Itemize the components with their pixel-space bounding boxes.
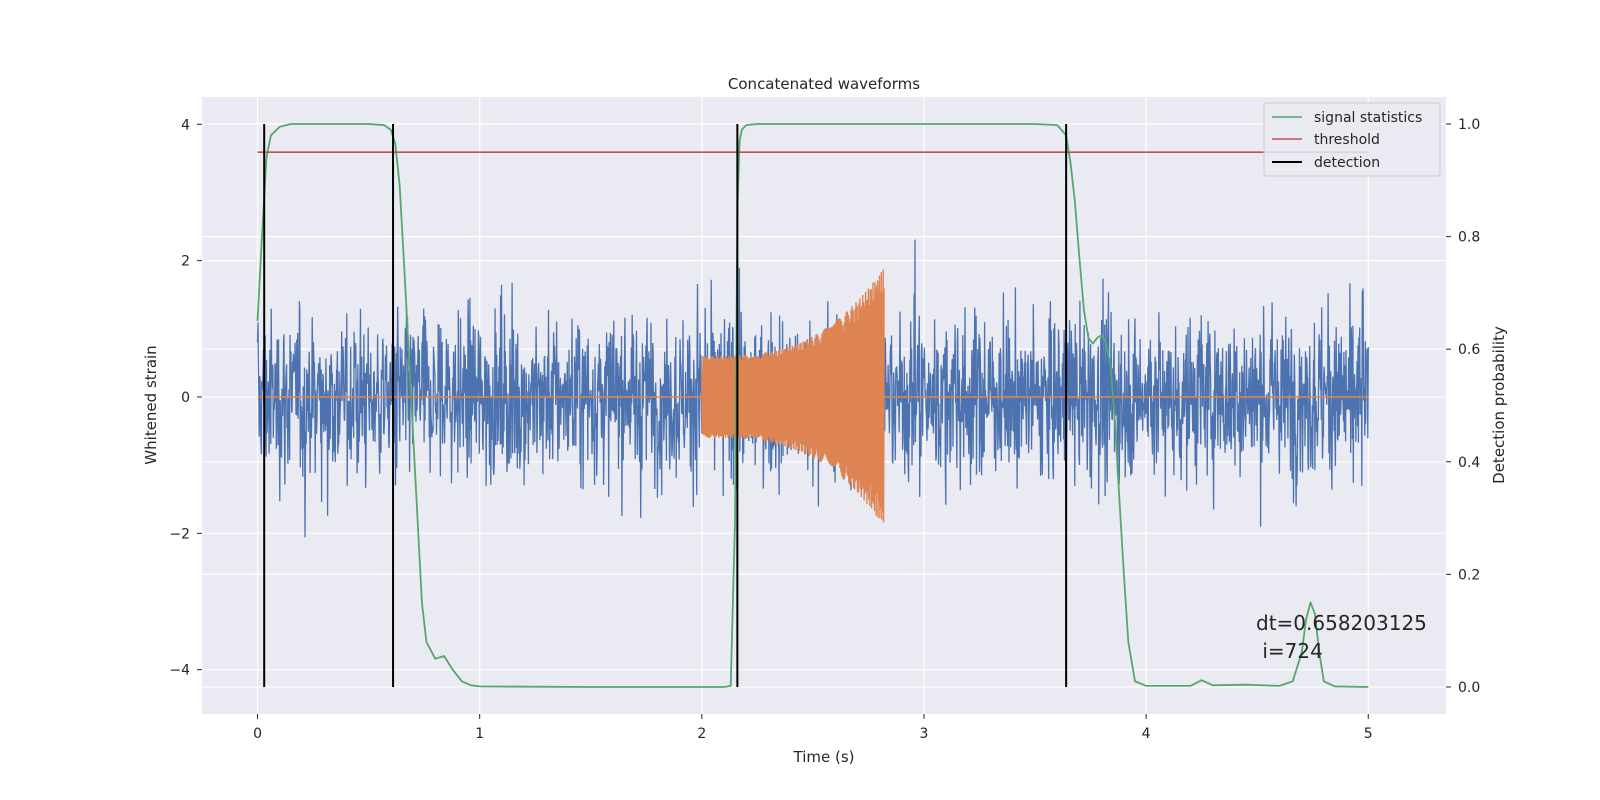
y-axis-label: Whitened strain bbox=[142, 345, 160, 464]
y2-tick-label-1: 0.2 bbox=[1458, 567, 1480, 583]
strain-line bbox=[256, 239, 1369, 538]
y-tick-label-1: −2 bbox=[169, 526, 190, 542]
y2-tick-label-5: 1.0 bbox=[1458, 117, 1480, 133]
x-tick-label-5: 5 bbox=[1364, 726, 1373, 742]
legend-label-detection: detection bbox=[1314, 155, 1380, 171]
y2-tick-label-3: 0.6 bbox=[1458, 342, 1480, 358]
x-tick-label-0: 0 bbox=[253, 726, 262, 742]
strain-series bbox=[256, 239, 1369, 538]
y-tick-labels: −4 −2 0 2 4 bbox=[169, 117, 202, 679]
y-tick-label-4: 4 bbox=[181, 117, 190, 133]
waveform-chirp bbox=[701, 269, 885, 523]
y2-tick-label-0: 0.0 bbox=[1458, 680, 1480, 696]
legend: signal statistics threshold detection bbox=[1263, 102, 1441, 177]
annotation-dt: dt=0.658203125 bbox=[1256, 611, 1427, 635]
waveform-series bbox=[257, 269, 1369, 523]
x-tick-labels: 0 1 2 3 4 5 bbox=[253, 714, 1373, 742]
y-tick-label-2: 0 bbox=[181, 390, 190, 406]
legend-label-threshold: threshold bbox=[1314, 132, 1380, 148]
y2-tick-label-2: 0.4 bbox=[1458, 455, 1480, 471]
y2-axis-label: Detection probability bbox=[1490, 326, 1508, 484]
x-tick-label-4: 4 bbox=[1142, 726, 1151, 742]
legend-label-signal-statistics: signal statistics bbox=[1314, 110, 1422, 126]
x-tick-label-2: 2 bbox=[697, 726, 706, 742]
y2-tick-label-4: 0.8 bbox=[1458, 230, 1480, 246]
x-axis-label: Time (s) bbox=[793, 748, 855, 766]
annotation-index: i=724 bbox=[1256, 639, 1323, 663]
chart-title: Concatenated waveforms bbox=[728, 75, 920, 93]
x-tick-label-3: 3 bbox=[920, 726, 929, 742]
y-tick-label-3: 2 bbox=[181, 254, 190, 270]
y2-tick-labels: 0.0 0.2 0.4 0.6 0.8 1.0 bbox=[1446, 117, 1480, 696]
signal-statistics-series bbox=[256, 123, 1369, 688]
y-tick-label-0: −4 bbox=[169, 663, 190, 679]
x-tick-label-1: 1 bbox=[475, 726, 484, 742]
detection-series bbox=[263, 124, 1068, 687]
legend-box bbox=[1263, 102, 1441, 177]
signal-statistics-line bbox=[256, 123, 1369, 688]
